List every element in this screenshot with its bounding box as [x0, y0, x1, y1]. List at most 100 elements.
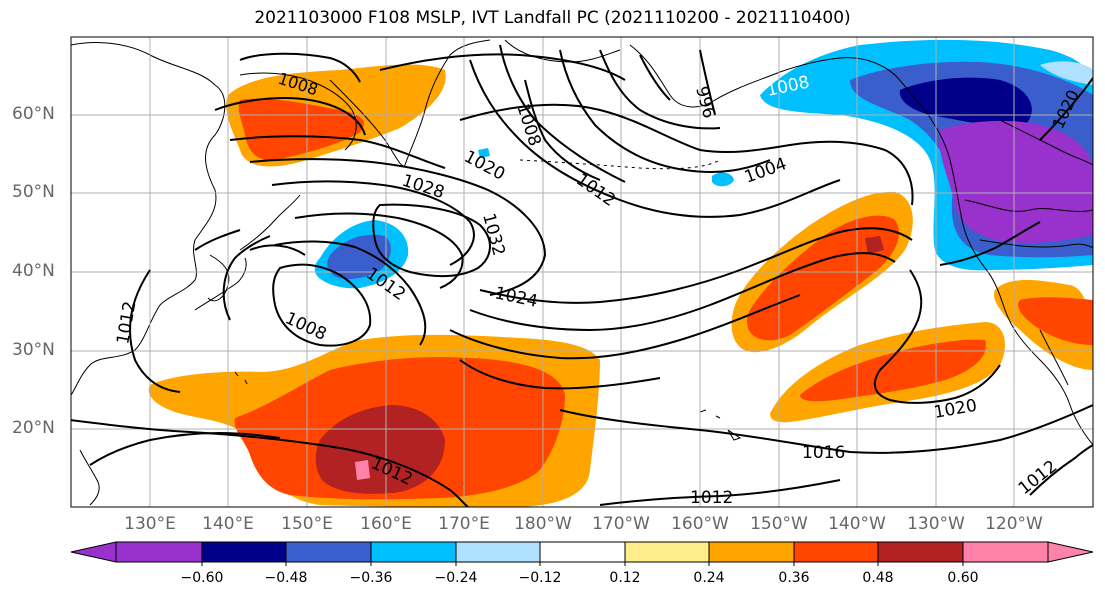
lon-label: 130°E [124, 514, 176, 534]
lat-label: 60°N [12, 104, 55, 124]
isobar [559, 49, 771, 173]
coastline-philippines [79, 449, 100, 506]
colorbar-bin [201, 541, 287, 563]
colorbar-bin [115, 541, 203, 563]
coastline-asia [71, 41, 226, 396]
isobar [639, 54, 671, 101]
colorbar-bin [370, 541, 457, 563]
colorbar-tick-label: −0.60 [180, 570, 224, 586]
colorbar-tick-label: −0.36 [349, 570, 393, 586]
coastline-kamchatka [329, 39, 491, 167]
ivt-negative-region-kamchatka [478, 148, 490, 158]
lat-label: 50°N [12, 182, 55, 202]
coastline-alaska [629, 44, 951, 161]
isobar [194, 229, 241, 251]
colorbar-tick-label: 0.12 [609, 570, 641, 586]
lat-label: 20°N [12, 418, 55, 438]
ivt-positive-region-ne-pacific-mid [746, 215, 899, 341]
isobar [129, 269, 181, 393]
colorbar-ticks [201, 562, 964, 566]
isobar [249, 158, 547, 296]
coastlines [71, 39, 1093, 506]
colorbar-bin [285, 541, 372, 563]
colorbar-tick-label: −0.48 [264, 570, 308, 586]
isobar [71, 419, 469, 507]
colorbar-tick-label: 0.48 [862, 570, 894, 586]
isobar [599, 479, 841, 506]
ivt-positive-region-okhotsk-core [238, 98, 364, 161]
mslp-contours [71, 44, 1093, 507]
isobar [239, 52, 361, 83]
isobar [459, 359, 661, 390]
colorbar-tick-label: 0.60 [947, 570, 979, 586]
lat-label: 30°N [12, 340, 55, 360]
coastline-japan [194, 194, 301, 311]
isobar [469, 59, 841, 218]
coastline-aleutians [519, 159, 721, 170]
ivt-negative-region-alaska-light [1040, 61, 1093, 85]
isobar [294, 212, 464, 289]
isobar [449, 294, 801, 360]
lon-label: 150°E [281, 514, 333, 534]
isobar [524, 79, 601, 181]
colorbar-bin [624, 541, 710, 563]
ivt-positive-region-west-pacific-peak [355, 460, 370, 480]
isobar [499, 44, 626, 183]
lon-label: 140°W [828, 514, 886, 534]
isobar [459, 103, 914, 206]
ivt-positive-region-east-pacific-core [800, 339, 986, 402]
isobar [379, 53, 626, 81]
isobar [222, 235, 271, 321]
isobar [214, 97, 366, 136]
colorbar-tick-label: −0.12 [518, 570, 562, 586]
ivt-negative-region-alaska-dark [899, 77, 1032, 127]
lon-label: 120°W [985, 514, 1043, 534]
coastline-mariana [234, 371, 248, 385]
coastline-baja [1039, 329, 1069, 386]
colorbar-bin [793, 541, 879, 563]
colorbar-bin [962, 541, 1049, 563]
isobar [699, 49, 716, 116]
lon-label: 160°W [671, 514, 729, 534]
ivt-negative-region-alaska-core [938, 120, 1093, 243]
isobar-label: 1016 [802, 443, 845, 463]
lon-label: 130°W [907, 514, 965, 534]
lon-label: 180°W [514, 514, 572, 534]
colorbar-extend-low [70, 541, 117, 563]
map-frame [70, 36, 1094, 508]
isobar [479, 227, 913, 304]
map-title: 2021103000 F108 MSLP, IVT Landfall PC (2… [254, 8, 851, 28]
ivt-negative-region-japan-core [327, 234, 391, 280]
isobar-label: 1012 [690, 488, 733, 508]
colorbar-extend-high [1047, 541, 1094, 563]
coastline-north-america-west [949, 159, 1093, 446]
isobar [272, 263, 372, 347]
isobar [274, 240, 427, 346]
isobar [559, 404, 1093, 454]
lon-label: 140°E [202, 514, 254, 534]
colorbar-tick-label: −0.24 [434, 570, 478, 586]
coastline-okhotsk [239, 72, 357, 151]
ivt-positive-region-west-coast-core [1018, 297, 1093, 345]
isobar [1039, 77, 1093, 141]
isobar [939, 221, 1041, 266]
isobar [249, 244, 306, 256]
isobar [271, 180, 475, 266]
colorbar-bin [539, 541, 626, 563]
isobar [1029, 444, 1093, 496]
ivt-positive-region-ne-pacific-core [865, 236, 884, 254]
lon-label: 170°W [592, 514, 650, 534]
colorbar-bin [877, 541, 964, 563]
ivt-negative-region-aleutian [712, 172, 734, 187]
lon-label: 170°E [438, 514, 490, 534]
isobar [89, 432, 281, 466]
colorbar-bin [708, 541, 795, 563]
colorbar-bin [455, 541, 541, 563]
map-panel [71, 37, 1093, 507]
graticule [71, 37, 1093, 507]
lat-label: 40°N [12, 261, 55, 281]
ivt-positive-region-west-pacific-core [315, 405, 445, 494]
isobar [469, 252, 896, 332]
isobar [873, 269, 1001, 404]
colorbar [70, 541, 1094, 563]
